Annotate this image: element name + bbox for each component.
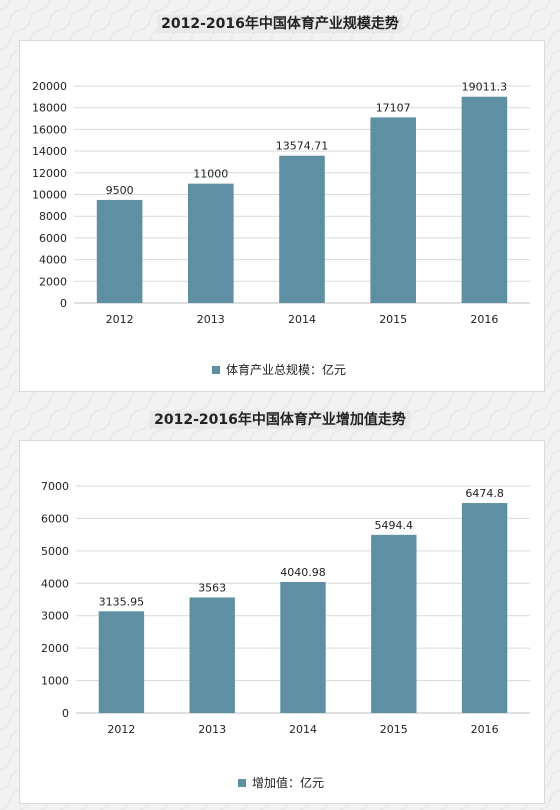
- legend-swatch: [238, 778, 246, 787]
- data-label: 17107: [376, 101, 411, 114]
- x-tick-label: 2016: [470, 313, 498, 326]
- bar-2014: [279, 155, 325, 303]
- y-tick-label: 1000: [41, 675, 69, 688]
- chart-1-legend: 体育产业总规模：亿元: [212, 361, 346, 378]
- bar-2016: [461, 503, 508, 713]
- bar-2013: [188, 183, 234, 303]
- chart-2-legend: 增加值：亿元: [238, 774, 324, 791]
- x-tick-label: 2012: [107, 723, 135, 736]
- data-label: 11000: [193, 168, 228, 181]
- y-tick-label: 10000: [32, 189, 67, 202]
- data-label: 19011.3: [462, 81, 508, 94]
- data-label: 3563: [198, 581, 226, 594]
- x-tick-label: 2012: [106, 313, 134, 326]
- x-tick-label: 2013: [197, 313, 225, 326]
- bar-2013: [189, 597, 235, 713]
- y-tick-label: 0: [62, 707, 69, 720]
- x-tick-label: 2015: [380, 723, 408, 736]
- data-label: 9500: [106, 184, 134, 197]
- bar-2012: [96, 199, 143, 303]
- y-tick-label: 18000: [32, 102, 67, 115]
- x-tick-label: 2014: [289, 723, 317, 736]
- chart-2-plot: 0 1000 2000 3000 4000 5000 6000 7000 3135.95 2012…: [41, 480, 530, 736]
- x-tick-label: 2015: [379, 313, 407, 326]
- y-tick-label: 0: [60, 297, 67, 310]
- chart-1-title: 2012-2016年中国体育产业规模走势: [0, 13, 560, 33]
- y-tick-label: 7000: [41, 480, 69, 493]
- y-tick-label: 4000: [39, 254, 67, 267]
- x-tick-label: 2014: [288, 313, 316, 326]
- x-tick-label: 2013: [198, 723, 226, 736]
- y-tick-label: 2000: [39, 275, 67, 288]
- y-tick-label: 8000: [39, 210, 67, 223]
- chart-2-panel: 0 1000 2000 3000 4000 5000 6000 7000 3135.95 2012…: [19, 440, 545, 804]
- data-label: 13574.71: [276, 140, 329, 153]
- chart-1-panel: 0 2000 4000 6000 8000 10000 12000 14000 16000 180…: [19, 40, 545, 392]
- y-tick-label: 6000: [39, 232, 67, 245]
- y-tick-label: 12000: [32, 167, 67, 180]
- y-tick-label: 20000: [32, 80, 67, 93]
- x-tick-label: 2016: [471, 723, 499, 736]
- bar-2015: [370, 117, 416, 303]
- chart-1-plot: 0 2000 4000 6000 8000 10000 12000 14000 16000 180…: [32, 80, 530, 326]
- y-tick-label: 2000: [41, 642, 69, 655]
- y-tick-label: 14000: [32, 145, 67, 158]
- y-tick-label: 3000: [41, 610, 69, 623]
- y-tick-label: 4000: [41, 577, 69, 590]
- bar-2012: [98, 611, 145, 713]
- y-tick-label: 16000: [32, 123, 67, 136]
- y-tick-label: 6000: [41, 512, 69, 525]
- legend-label: 增加值：亿元: [252, 776, 325, 790]
- legend-swatch: [212, 365, 220, 374]
- legend-label: 体育产业总规模：亿元: [226, 363, 347, 377]
- bar-2014: [280, 581, 326, 713]
- data-label: 6474.8: [465, 487, 504, 500]
- data-label: 5494.4: [375, 519, 414, 532]
- y-tick-label: 5000: [41, 545, 69, 558]
- bar-2015: [371, 534, 417, 713]
- chart-2-title: 2012-2016年中国体育产业增加值走势: [0, 409, 560, 429]
- data-label: 4040.98: [280, 566, 326, 579]
- bar-2016: [461, 96, 508, 304]
- data-label: 3135.95: [99, 595, 145, 608]
